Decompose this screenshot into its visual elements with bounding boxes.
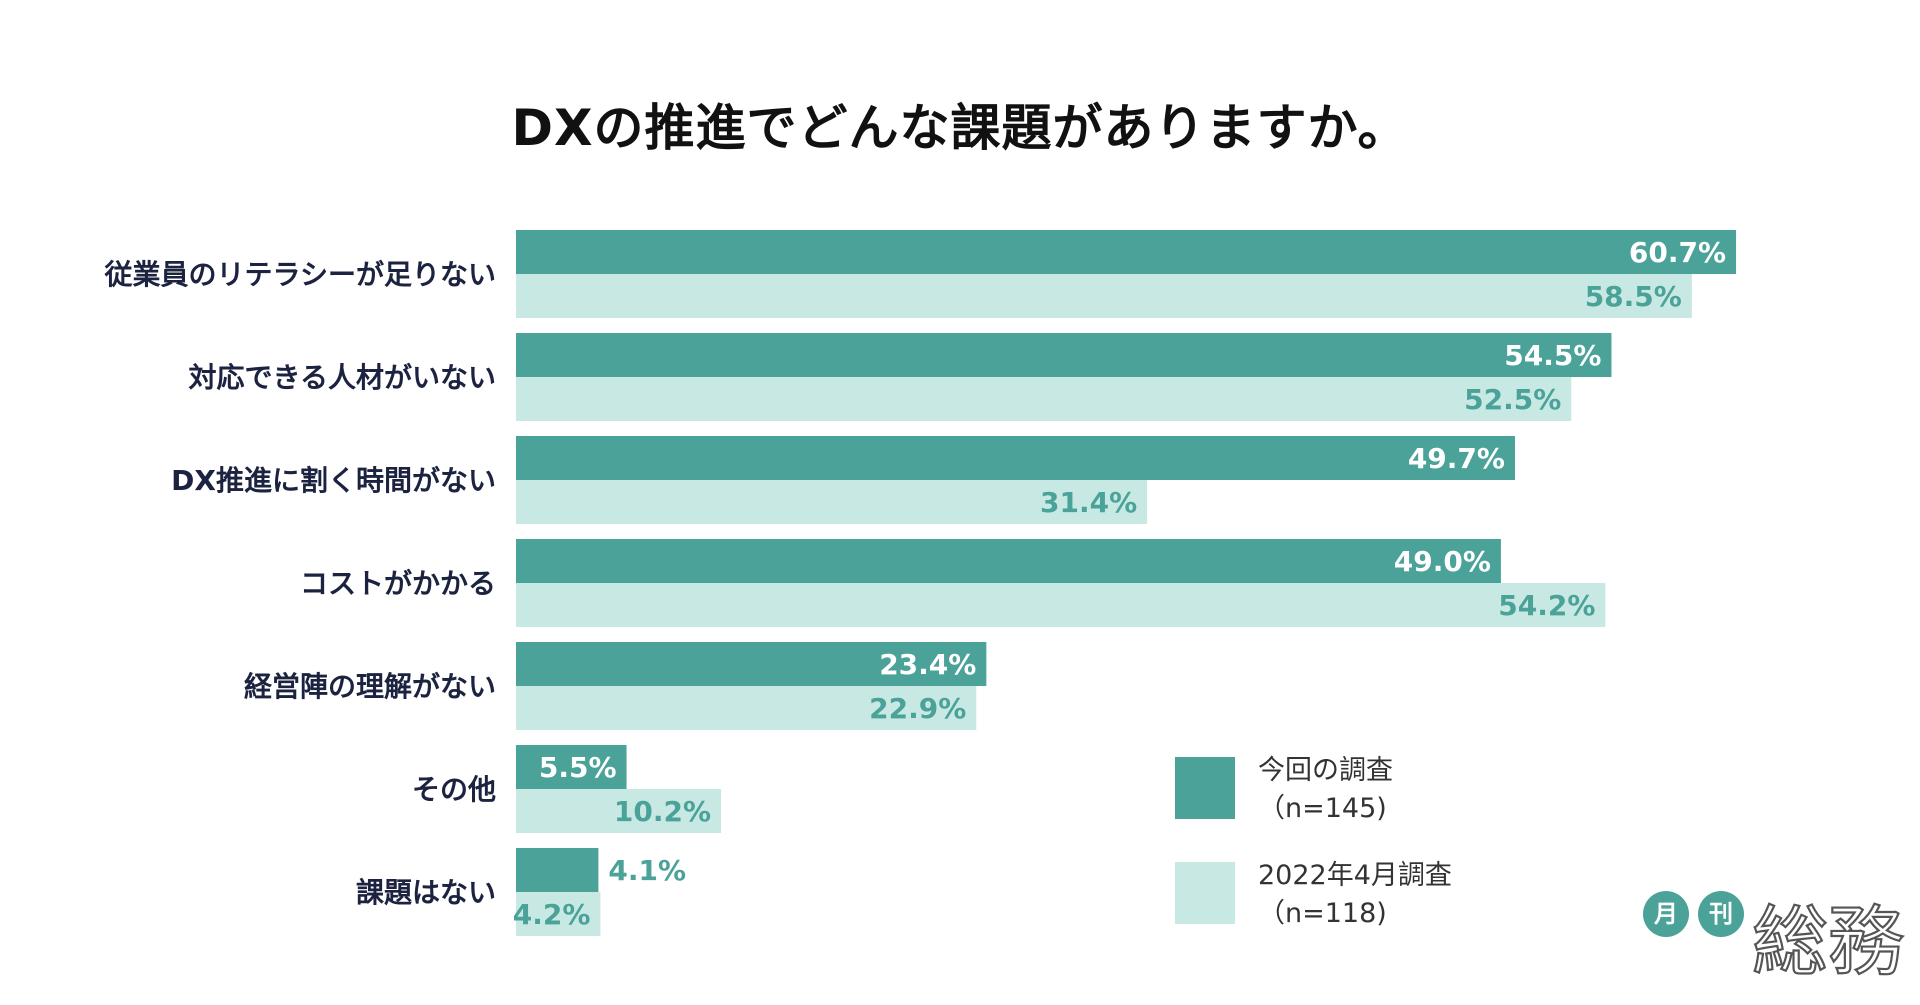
value-label-previous: 4.2% (513, 898, 591, 931)
value-label-current: 49.0% (1394, 545, 1491, 578)
logo: 月 刊 総務 (1643, 891, 1905, 987)
value-label-current: 49.7% (1408, 442, 1505, 475)
bar-current (516, 436, 1515, 480)
legend-swatch-previous (1175, 862, 1235, 924)
bar-previous (516, 377, 1572, 421)
value-label-previous: 10.2% (614, 795, 711, 828)
legend-sublabel-previous: （n=118) (1258, 898, 1387, 929)
value-label-previous: 52.5% (1464, 383, 1561, 416)
logo-badge-issue-text: 刊 (1709, 900, 1733, 928)
bar-previous (516, 789, 722, 833)
category-label: 対応できる人材がいない (189, 361, 496, 394)
legend: 今回の調査 （n=145) 2022年4月調査 （n=118) (1175, 755, 1452, 929)
bar-current (516, 848, 599, 892)
legend-sublabel-current: （n=145) (1258, 793, 1387, 824)
value-label-current: 4.1% (608, 854, 686, 887)
legend-swatch-current (1175, 757, 1235, 819)
bar-previous (516, 274, 1692, 318)
logo-badge-issue (1698, 891, 1744, 937)
category-label: DX推進に割く時間がない (171, 464, 496, 497)
value-labels: 60.7% 58.5% 54.5% 52.5% 49.7% 31.4% 49.0%54.2%… (513, 236, 1726, 931)
value-label-current: 5.5% (539, 751, 617, 784)
logo-name: 総務 (1752, 897, 1904, 986)
bar-previous (516, 892, 601, 936)
bar-current (516, 333, 1612, 377)
bar-previous (516, 583, 1606, 627)
logo-badge-month-text: 月 (1653, 900, 1678, 928)
chart-title: DXの推進でどんな課題がありますか。 (511, 99, 1409, 157)
category-label: その他 (412, 773, 496, 806)
bars (516, 230, 1737, 936)
category-label: 課題はない (356, 876, 496, 909)
value-label-previous: 58.5% (1585, 280, 1682, 313)
value-label-previous: 22.9% (869, 692, 966, 725)
legend-label-current: 今回の調査 (1258, 755, 1393, 786)
bar-previous (516, 686, 977, 730)
category-label: コストがかかる (300, 567, 496, 600)
bar-current (516, 642, 987, 686)
category-label: 従業員のリテラシーが足りない (104, 258, 496, 291)
value-label-previous: 31.4% (1040, 486, 1137, 519)
value-label-current: 54.5% (1504, 339, 1601, 372)
value-label-previous: 54.2% (1498, 589, 1595, 622)
bar-current (516, 230, 1737, 274)
value-label-current: 23.4% (879, 648, 976, 681)
bar-current (516, 539, 1501, 583)
bar-current (516, 745, 627, 789)
value-label-current: 60.7% (1629, 236, 1726, 269)
legend-label-previous: 2022年4月調査 (1258, 860, 1452, 891)
logo-badge-month (1643, 891, 1689, 937)
bar-previous (516, 480, 1148, 524)
category-label: 経営陣の理解がない (244, 670, 496, 703)
